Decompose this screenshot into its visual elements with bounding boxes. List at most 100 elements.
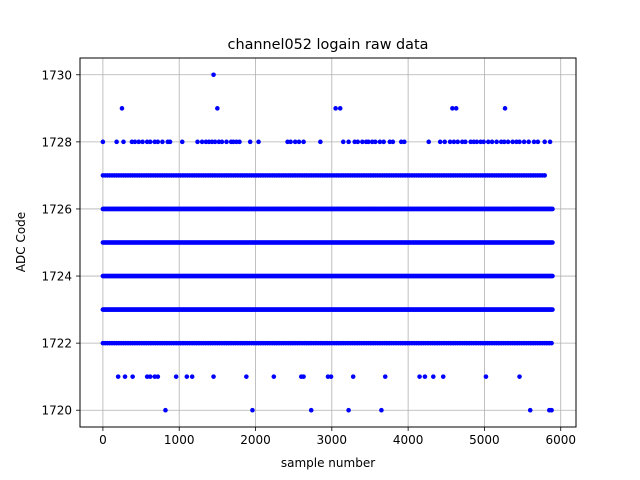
data-point <box>417 374 422 379</box>
data-point <box>447 139 453 145</box>
x-tick-label: 4000 <box>393 433 424 447</box>
data-point <box>114 139 119 145</box>
data-point <box>542 139 548 145</box>
data-point <box>521 139 527 145</box>
data-point <box>328 374 334 379</box>
plot-frame <box>79 57 577 428</box>
data-point <box>288 139 293 145</box>
x-tick-label: 5000 <box>469 433 500 447</box>
data-point <box>379 407 384 413</box>
data-point <box>366 139 371 145</box>
data-point <box>550 240 555 245</box>
data-point <box>442 139 448 145</box>
data-point <box>121 139 126 145</box>
data-point <box>155 374 161 379</box>
data-point <box>346 139 351 145</box>
data-point <box>527 407 533 413</box>
data-point <box>337 106 343 111</box>
data-point <box>247 139 253 145</box>
y-tick-label: 1730 <box>41 68 72 82</box>
y-tick-label: 1728 <box>41 135 72 149</box>
data-point <box>140 139 145 145</box>
data-point <box>481 139 486 145</box>
data-point <box>292 139 298 145</box>
data-point <box>550 206 555 212</box>
y-axis-ticks: 1720 1722 1724 1726 1728 1730 <box>41 68 80 418</box>
data-point <box>271 374 277 379</box>
data-point <box>463 139 468 145</box>
data-point <box>426 139 432 145</box>
data-point <box>211 72 216 78</box>
data-point <box>526 139 531 145</box>
data-point <box>455 139 461 145</box>
data-point <box>130 374 135 379</box>
data-point <box>212 139 218 145</box>
data-point <box>160 139 165 145</box>
data-point <box>377 139 383 145</box>
data-point <box>115 374 121 379</box>
data-point <box>547 139 553 145</box>
data-point <box>550 307 555 312</box>
data-point <box>136 139 142 145</box>
data-point <box>308 407 314 413</box>
data-point <box>296 139 302 145</box>
data-point <box>494 139 499 145</box>
data-point <box>440 374 446 379</box>
x-axis-label: sample number <box>281 456 375 470</box>
data-point <box>453 106 459 111</box>
data-point <box>244 374 249 379</box>
data-point <box>501 139 507 145</box>
data-point <box>437 139 443 145</box>
data-point <box>333 106 338 111</box>
data-point <box>485 139 491 145</box>
data-point <box>237 139 242 145</box>
data-point <box>301 139 306 145</box>
data-point <box>184 374 190 379</box>
data-point <box>549 340 554 346</box>
data-point <box>179 139 185 145</box>
y-tick-label: 1726 <box>41 202 72 216</box>
data-point <box>211 374 216 379</box>
data-point <box>122 374 128 379</box>
data-point <box>224 139 229 145</box>
data-point <box>382 374 388 379</box>
data-point <box>346 407 351 413</box>
data-point <box>517 374 522 379</box>
data-point <box>517 139 522 145</box>
data-point <box>155 139 161 145</box>
data-point <box>256 139 261 145</box>
data-point <box>119 106 125 111</box>
data-point <box>542 173 548 178</box>
data-points <box>100 72 555 413</box>
data-point <box>505 139 511 145</box>
data-point <box>422 374 428 379</box>
y-axis-label: ADC Code <box>14 212 28 272</box>
data-point <box>550 273 555 279</box>
data-point <box>531 139 537 145</box>
data-point <box>535 139 541 145</box>
data-point <box>318 139 323 145</box>
y-tick-label: 1722 <box>41 337 72 351</box>
y-tick-label: 1724 <box>41 270 72 284</box>
data-point <box>132 139 138 145</box>
data-point <box>301 374 306 379</box>
data-point <box>167 139 173 145</box>
data-point <box>474 139 480 145</box>
x-axis-ticks: 0 1000 2000 3000 4000 5000 6000 <box>99 427 576 447</box>
data-point <box>195 139 200 145</box>
data-point <box>483 374 489 379</box>
data-point <box>340 139 346 145</box>
data-point <box>147 139 153 145</box>
data-point <box>381 139 387 145</box>
data-point <box>360 139 365 145</box>
data-point <box>163 407 168 413</box>
x-tick-label: 2000 <box>240 433 271 447</box>
data-point <box>489 139 495 145</box>
x-tick-label: 6000 <box>545 433 576 447</box>
data-point <box>250 407 255 413</box>
data-point <box>350 374 356 379</box>
data-point <box>431 374 436 379</box>
x-tick-label: 0 <box>99 433 107 447</box>
